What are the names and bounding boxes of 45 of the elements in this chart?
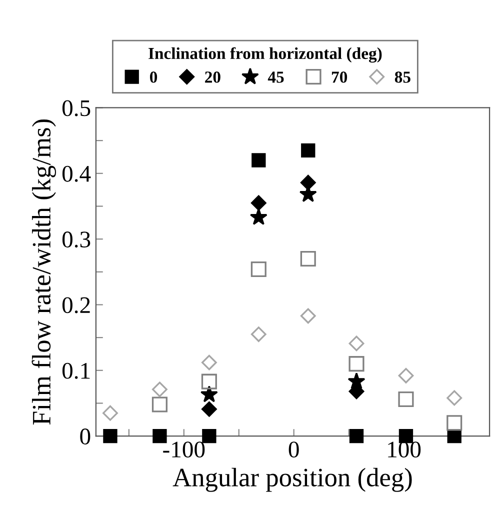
point: [252, 153, 266, 168]
point: [348, 372, 366, 390]
legend-label: 45: [268, 72, 284, 83]
y-tick-label: 0.4: [62, 166, 91, 182]
point: [201, 354, 217, 370]
point: [250, 208, 268, 225]
point: [446, 415, 462, 431]
point: [398, 392, 414, 408]
point: [300, 308, 316, 324]
legend-label: 0: [150, 72, 158, 83]
point: [201, 374, 217, 390]
point: [300, 250, 316, 267]
y-tick-label: 0: [80, 428, 90, 444]
x-axis-title: Angular position (deg): [172, 468, 412, 492]
point: [103, 428, 118, 444]
point: [349, 428, 364, 444]
point: [300, 174, 316, 190]
point: [446, 390, 462, 406]
y-tick-label: 0.5: [62, 100, 90, 116]
point: [102, 405, 118, 421]
x-tick-label: 0: [288, 442, 299, 458]
x-tick-label: 100: [388, 442, 421, 458]
point: [152, 382, 168, 398]
y-axis-title: Film flow rate/width (kg/ms): [32, 119, 56, 425]
point: [152, 396, 168, 412]
point: [201, 401, 217, 417]
legend-title: Inclination from horizontal (deg): [148, 47, 382, 63]
legend-label: 85: [394, 72, 410, 83]
point: [250, 195, 266, 211]
y-tick-label: 0.1: [62, 362, 90, 379]
point: [348, 336, 364, 352]
y-tick-label: 0.3: [62, 232, 90, 248]
point: [250, 326, 266, 342]
point: [447, 428, 462, 444]
point: [398, 368, 414, 384]
point: [202, 428, 216, 444]
point: [348, 356, 364, 372]
point: [301, 143, 316, 158]
legend-label: 20: [205, 72, 220, 83]
point: [250, 261, 266, 278]
point: [200, 386, 218, 402]
point: [152, 428, 167, 444]
legend-label: 70: [332, 72, 348, 83]
y-tick-label: 0.2: [62, 297, 90, 314]
x-tick-label: -100: [163, 442, 205, 458]
